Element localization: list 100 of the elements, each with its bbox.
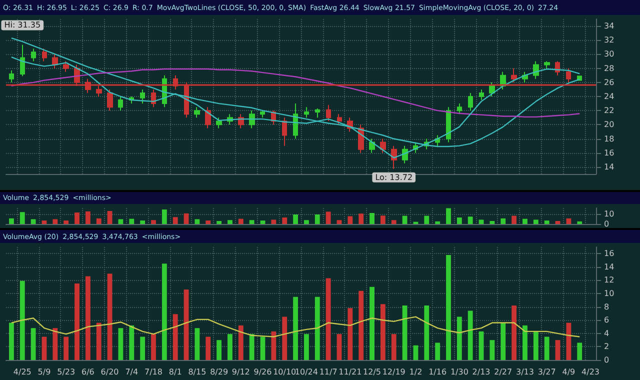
x-tick-label: 1/2 <box>409 368 422 376</box>
bar <box>555 340 560 360</box>
bar <box>85 276 90 360</box>
y-tick-label: 16 <box>604 148 614 158</box>
bar <box>238 325 244 360</box>
bar <box>42 336 47 360</box>
y-tick-label: 2 <box>604 342 610 352</box>
x-tick-label: 4/23 <box>582 368 600 376</box>
x-tick-label: 2/27 <box>494 368 512 376</box>
x-tick-label: 8/15 <box>188 368 206 376</box>
bar <box>478 331 484 360</box>
x-tick-label: 5/9 <box>38 368 51 376</box>
x-tick-label: 5/23 <box>57 368 76 376</box>
bar <box>500 218 506 224</box>
candlestick <box>446 106 451 143</box>
bar <box>96 322 102 360</box>
candlestick <box>140 88 145 104</box>
x-tick-label: 7/4 <box>125 368 138 376</box>
bar <box>151 220 156 224</box>
bar <box>456 316 462 360</box>
x-tick-label: 9/26 <box>254 368 272 376</box>
y-tick-label: 10 <box>604 289 614 298</box>
bar <box>260 220 266 224</box>
bar <box>566 218 572 224</box>
x-tick-label: 8/29 <box>210 368 228 376</box>
candlestick <box>63 60 69 72</box>
bar <box>194 219 200 224</box>
x-tick-label: 11/7 <box>319 368 338 376</box>
bar <box>402 305 408 360</box>
bar <box>380 304 386 360</box>
bar <box>500 322 506 360</box>
bar <box>206 220 211 224</box>
bar <box>424 216 430 224</box>
bar <box>129 325 134 360</box>
x-tick-label: 10/10 <box>273 368 296 376</box>
candlestick <box>326 104 331 122</box>
bar <box>348 308 353 360</box>
bar <box>314 214 320 224</box>
y-tick-label: 22 <box>604 106 614 116</box>
bar <box>293 214 298 224</box>
candlestick <box>369 138 375 154</box>
bar <box>30 328 36 360</box>
y-tick-label: 30 <box>604 50 614 59</box>
candlestick <box>260 110 265 118</box>
bar <box>468 310 473 360</box>
y-tick-label: 28 <box>604 64 614 73</box>
bar <box>304 220 309 224</box>
bar <box>194 328 200 360</box>
x-tick-label: 4/9 <box>562 368 576 376</box>
y-tick-label: 26 <box>604 78 614 87</box>
y-tick-label: 0 <box>604 356 610 364</box>
candlestick <box>9 70 14 83</box>
candlestick <box>282 117 287 146</box>
x-tick-label: 9/12 <box>232 368 250 376</box>
bar <box>74 212 80 224</box>
x-tick-label: 4/25 <box>13 368 32 376</box>
bar <box>228 334 232 360</box>
bar <box>206 336 211 360</box>
bar <box>435 221 440 224</box>
bar <box>238 218 244 224</box>
x-tick-label: 1/16 <box>428 368 447 376</box>
candlestick <box>479 88 484 101</box>
bar <box>151 334 156 360</box>
bar <box>555 221 560 224</box>
candlestick <box>380 138 386 154</box>
candlestick <box>20 44 25 77</box>
bar <box>118 328 124 360</box>
candlestick <box>31 48 36 62</box>
bar <box>216 340 222 360</box>
bar <box>184 290 189 360</box>
y-tick-label: 4 <box>604 328 610 338</box>
candlestick <box>391 145 397 170</box>
bar <box>336 334 342 360</box>
annotation: Hi: 31.35 <box>4 20 41 30</box>
bar <box>358 214 364 224</box>
bar <box>435 342 440 360</box>
bar <box>96 218 102 224</box>
bar <box>446 254 451 360</box>
bar <box>577 221 582 224</box>
candlestick <box>315 108 320 118</box>
bar <box>118 219 124 224</box>
bar <box>490 340 495 360</box>
bar <box>512 216 517 224</box>
line-series <box>10 316 580 338</box>
y-tick-label: 16 <box>604 249 614 258</box>
bar <box>271 331 276 360</box>
bar <box>413 345 418 360</box>
bar <box>533 220 538 224</box>
bar <box>271 220 276 224</box>
bar <box>522 218 528 224</box>
y-tick-label: 8 <box>604 302 610 312</box>
candlestick <box>42 48 47 62</box>
bar <box>544 336 550 360</box>
bar <box>358 290 364 360</box>
bar <box>107 211 112 224</box>
annotation: Lo: 13.72 <box>375 172 413 182</box>
bar <box>522 325 528 360</box>
bar <box>228 220 232 224</box>
bar <box>9 218 14 224</box>
bar <box>249 334 254 360</box>
